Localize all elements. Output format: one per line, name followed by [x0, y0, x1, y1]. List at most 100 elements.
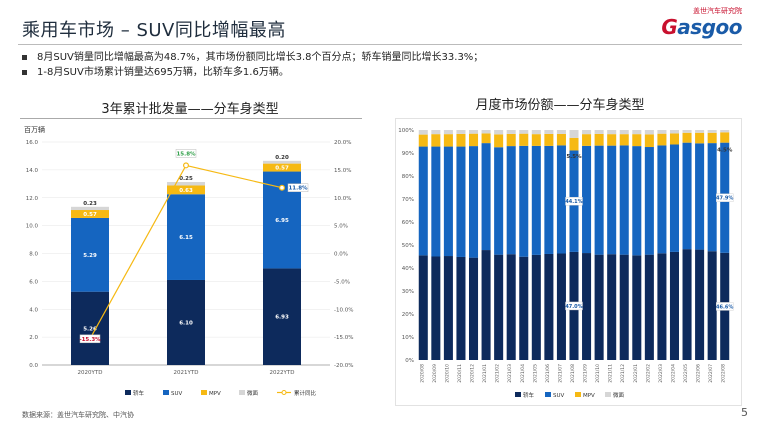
chart2-frame [395, 118, 742, 406]
y-tick-label: 2.0 [29, 335, 38, 341]
bar-segment-sedan [431, 256, 441, 360]
x-tick-label: 2021/11 [608, 364, 614, 383]
data-label: 5.26 [83, 326, 97, 332]
data-label: 6.93 [275, 315, 289, 321]
data-label: 6.15 [179, 235, 193, 241]
bar-segment-sedan [468, 257, 479, 360]
data-label: 46.6% [716, 304, 733, 310]
data-label: 47.0% [565, 304, 582, 310]
x-tick-label: 2022YTD [270, 370, 295, 376]
y-tick-label: 70% [402, 197, 414, 203]
y-tick-label: 14.0 [26, 168, 39, 174]
y-tick-label: 100% [398, 128, 414, 134]
bar-segment-mpv [669, 133, 680, 145]
logo-subtitle: 盖世汽车研究院 [693, 7, 742, 15]
bar-segment-minivan [443, 130, 453, 135]
legend-label: SUV [553, 393, 565, 399]
data-label: 6.95 [275, 218, 289, 224]
y-tick-label: 4.0 [29, 307, 38, 313]
bar-segment-sedan [707, 251, 717, 360]
legend-label: 轿车 [523, 391, 535, 399]
bar-segment-mpv [544, 133, 554, 146]
bar-segment-suv [707, 143, 717, 252]
bar-segment-suv [582, 145, 592, 254]
bar-segment-minivan [506, 130, 516, 134]
bar-segment-mpv [167, 185, 205, 195]
bar-segment-mpv [556, 133, 566, 146]
bar-segment-mpv [607, 134, 617, 146]
bar-segment-suv [71, 217, 109, 292]
x-tick-label: 2022/02 [645, 364, 651, 383]
growth-point [279, 184, 286, 191]
bar-segment-mpv [468, 133, 479, 147]
y2-tick-label: -10.0% [334, 307, 353, 313]
legend-swatch-minivan [605, 392, 611, 397]
bar-segment-mpv [456, 133, 466, 147]
bar-segment-mpv [707, 132, 717, 144]
bar-segment-sedan [456, 256, 466, 360]
bar-segment-sedan [607, 254, 617, 360]
gasgoo-logo: 盖世汽车研究院 Gasgoo [622, 6, 742, 42]
bar-segment-sedan [556, 253, 566, 360]
x-tick-label: 2021/09 [583, 364, 589, 383]
bar-segment-suv [594, 145, 604, 255]
bar-segment-mpv [582, 134, 592, 146]
y-tick-label: 0.0 [29, 363, 38, 369]
x-tick-label: 2021/10 [595, 364, 601, 383]
legend-label: MPV [583, 393, 595, 399]
x-tick-label: 2021/01 [482, 364, 488, 383]
bar-segment-suv [167, 194, 205, 280]
y-tick-label: 50% [402, 243, 414, 249]
bar-segment-minivan [594, 130, 604, 134]
x-tick-label: 2022/07 [708, 364, 714, 383]
x-tick-label: 2021/04 [520, 364, 526, 383]
y-tick-label: 0% [405, 358, 414, 364]
bar-segment-suv [669, 144, 680, 252]
logo-wordmark: Gasgoo [661, 15, 742, 39]
bar-segment-suv [443, 146, 453, 257]
x-tick-label: 2021/07 [557, 364, 563, 383]
summary-bullets: 8月SUV销量同比增幅最高为48.7%，其市场份额同比增长3.8个百分点；轿车销… [22, 50, 483, 80]
y-axis-unit-label: 百万辆 [24, 125, 45, 134]
growth-label: -15.3% [79, 337, 101, 343]
bar-segment-mpv [506, 133, 516, 147]
bullet-item: 1-8月SUV市场累计销量达695万辆，比轿车多1.6万辆。 [22, 65, 483, 80]
legend-label: 微面 [613, 391, 625, 399]
bar-segment-sedan [582, 253, 592, 360]
bar-segment-suv [418, 146, 428, 256]
cumulative-wholesale-chart: 百万辆 0.0 2.0 4.0 6.0 8.0 10.0 12.0 14.0 16.0 20.0% 1… [24, 125, 353, 397]
bullet-square-icon [22, 55, 27, 60]
data-label-box [565, 196, 583, 206]
bar-segment-sedan [519, 256, 529, 360]
bar-segment-mpv [443, 134, 453, 147]
bar-segment-minivan [619, 130, 629, 135]
data-label: 47.9% [716, 196, 733, 202]
bar-segment-suv [481, 143, 491, 251]
bar-segment-minivan [556, 130, 566, 134]
bar-segment-mpv [494, 134, 504, 148]
bar-segment-suv [632, 146, 642, 256]
growth-label: 11.8% [288, 186, 308, 192]
bar-segment-minivan [682, 130, 692, 133]
x-tick-label: 2020/12 [470, 364, 476, 383]
legend-swatch-mpv [201, 390, 207, 395]
data-label: 0.20 [275, 155, 289, 161]
bar-segment-suv [544, 145, 554, 254]
bar-segment-minivan [431, 130, 441, 135]
data-label: 0.25 [179, 176, 193, 182]
legend-label: 轿车 [133, 389, 145, 397]
bar-segment-sedan [506, 254, 516, 360]
bar-segment-sedan [443, 256, 453, 360]
y-tick-label: 8.0 [29, 252, 38, 258]
data-label: 0.23 [83, 201, 97, 207]
legend-label: 累计同比 [294, 389, 317, 397]
bar-segment-sedan [494, 254, 504, 360]
y2-tick-label: 10.0% [334, 196, 351, 202]
bar-segment-minivan [531, 130, 541, 135]
bar-segment-mpv [481, 133, 491, 144]
x-tick-label: 2020/11 [457, 364, 463, 383]
bar-segment-minivan [456, 130, 466, 134]
data-label: 6.10 [179, 320, 193, 326]
bar-segment-suv [468, 146, 479, 258]
x-tick-label: 2021/12 [620, 364, 626, 383]
